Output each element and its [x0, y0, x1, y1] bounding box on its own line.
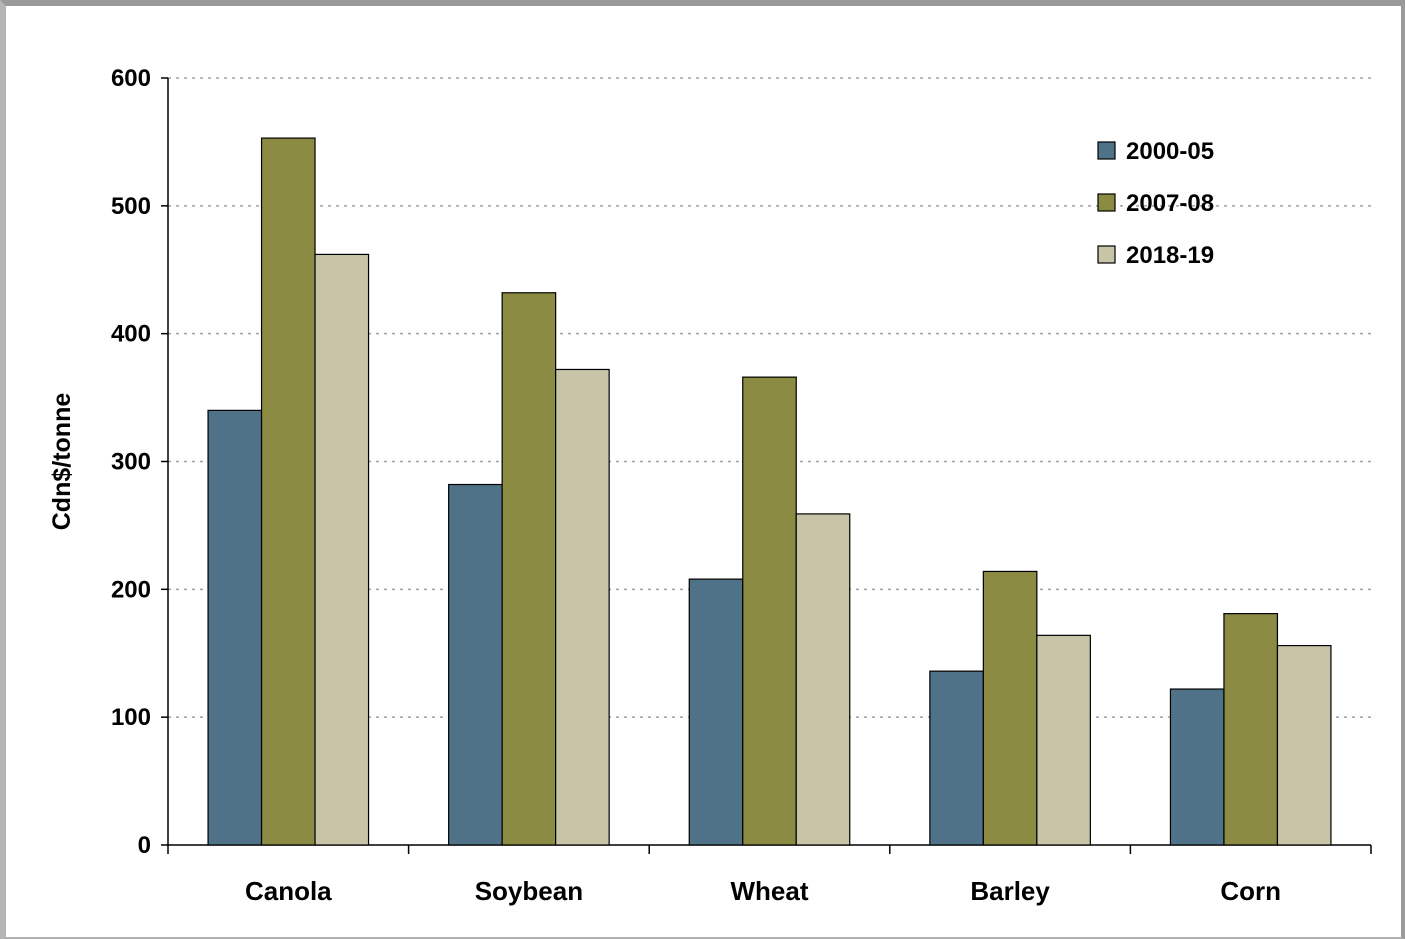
x-category-label: Barley — [970, 876, 1050, 906]
bar-corn-2007-08 — [1223, 613, 1279, 846]
bar-soybean-2000-05 — [448, 483, 503, 846]
legend-swatch — [1097, 141, 1116, 160]
x-category-label: Wheat — [731, 876, 809, 906]
legend-swatch — [1097, 193, 1116, 212]
legend-label: 2000-05 — [1126, 138, 1214, 165]
y-tick-label: 600 — [111, 65, 151, 92]
bar-soybean-2007-08 — [501, 292, 557, 846]
legend: 2000-05 2007-08 2018-19 — [1097, 138, 1214, 269]
x-axis-categories: Canola Soybean Wheat Barley Corn — [167, 845, 1372, 906]
bar-corn-2018-19 — [1276, 644, 1332, 846]
bar-wheat-2000-05 — [688, 578, 744, 846]
bar-barley-2018-19 — [1036, 634, 1091, 846]
legend-swatch — [1097, 245, 1116, 264]
x-category-label: Soybean — [475, 876, 583, 906]
y-tick-label: 100 — [111, 704, 151, 731]
y-tick-label: 500 — [111, 193, 151, 220]
bar-barley-2000-05 — [929, 670, 984, 846]
bar-wheat-2018-19 — [795, 513, 851, 846]
bar-canola-2000-05 — [207, 409, 263, 846]
y-tick-label: 200 — [111, 576, 151, 603]
bar-wheat-2007-08 — [742, 376, 797, 846]
legend-label: 2018-19 — [1126, 242, 1214, 269]
y-tick-label: 300 — [111, 449, 151, 476]
bar-corn-2000-05 — [1169, 688, 1225, 846]
bar-canola-2018-19 — [314, 253, 370, 846]
y-tick-label: 0 — [138, 832, 151, 859]
x-category-label: Corn — [1220, 876, 1281, 906]
y-tick-label: 400 — [111, 321, 151, 348]
y-axis-label: Cdn$/tonne — [48, 393, 76, 531]
y-axis-ticks: 0 100 200 300 400 500 600 — [111, 65, 168, 859]
x-category-label: Canola — [245, 876, 332, 906]
bar-soybean-2018-19 — [555, 368, 610, 846]
bars — [207, 137, 1332, 846]
legend-label: 2007-08 — [1126, 190, 1214, 217]
bar-barley-2007-08 — [982, 570, 1038, 846]
bar-chart: 0 100 200 300 400 500 600 Canola Soybean Wheat Ba… — [48, 65, 1372, 906]
bar-canola-2007-08 — [260, 137, 316, 846]
